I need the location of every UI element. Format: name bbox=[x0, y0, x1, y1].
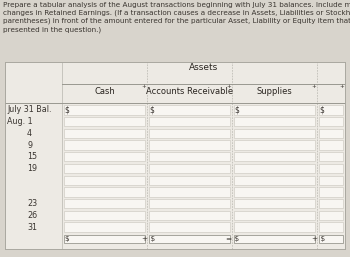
Bar bbox=[149, 211, 230, 220]
Bar bbox=[234, 128, 315, 138]
Bar bbox=[64, 235, 145, 243]
Bar bbox=[319, 117, 343, 126]
Bar bbox=[319, 128, 343, 138]
Text: Accounts Receivable: Accounts Receivable bbox=[146, 87, 233, 96]
Text: $: $ bbox=[149, 105, 154, 114]
Text: Prepare a tabular analysis of the August transactions beginning with July 31 bal: Prepare a tabular analysis of the August… bbox=[3, 2, 350, 33]
Bar bbox=[234, 105, 315, 115]
Text: Supplies: Supplies bbox=[257, 87, 292, 96]
Bar bbox=[64, 117, 145, 126]
Bar bbox=[234, 140, 315, 150]
Bar bbox=[149, 187, 230, 197]
Bar bbox=[319, 199, 343, 208]
Bar bbox=[149, 164, 230, 173]
Bar bbox=[319, 211, 343, 220]
Bar bbox=[64, 164, 145, 173]
Bar bbox=[64, 187, 145, 197]
Text: 19: 19 bbox=[27, 164, 37, 173]
Text: Aug. 1: Aug. 1 bbox=[7, 117, 33, 126]
Bar bbox=[149, 152, 230, 161]
Bar bbox=[319, 105, 343, 115]
Text: +: + bbox=[227, 85, 231, 89]
Bar bbox=[234, 199, 315, 208]
Text: +: + bbox=[340, 85, 344, 89]
Bar bbox=[64, 211, 145, 220]
Text: 26: 26 bbox=[27, 211, 37, 220]
Bar bbox=[64, 105, 145, 115]
Bar bbox=[64, 128, 145, 138]
Text: 31: 31 bbox=[27, 223, 37, 232]
Text: July 31 Bal.: July 31 Bal. bbox=[7, 105, 51, 114]
Text: + $: + $ bbox=[312, 236, 325, 242]
Bar bbox=[234, 117, 315, 126]
Bar bbox=[319, 176, 343, 185]
Text: 4: 4 bbox=[27, 129, 32, 138]
Bar bbox=[234, 176, 315, 185]
Text: 9: 9 bbox=[27, 141, 32, 150]
Bar bbox=[319, 235, 343, 243]
Bar bbox=[149, 199, 230, 208]
Bar bbox=[319, 152, 343, 161]
Bar bbox=[234, 235, 315, 243]
Bar bbox=[64, 223, 145, 232]
Text: + $: + $ bbox=[142, 236, 155, 242]
Text: Assets: Assets bbox=[189, 63, 218, 72]
Bar bbox=[319, 140, 343, 150]
Bar bbox=[5, 62, 345, 249]
Bar bbox=[234, 152, 315, 161]
Bar bbox=[149, 235, 230, 243]
Text: Cash: Cash bbox=[94, 87, 115, 96]
Text: $: $ bbox=[234, 105, 239, 114]
Bar bbox=[64, 199, 145, 208]
Bar bbox=[234, 211, 315, 220]
Bar bbox=[319, 164, 343, 173]
Bar bbox=[64, 176, 145, 185]
Text: $: $ bbox=[320, 105, 324, 114]
Bar bbox=[64, 152, 145, 161]
Text: 15: 15 bbox=[27, 152, 37, 161]
Text: 23: 23 bbox=[27, 199, 37, 208]
Text: $: $ bbox=[64, 236, 69, 242]
Bar bbox=[149, 117, 230, 126]
Bar bbox=[149, 140, 230, 150]
Bar bbox=[234, 164, 315, 173]
Text: = $: = $ bbox=[226, 236, 239, 242]
Bar bbox=[234, 223, 315, 232]
Bar bbox=[149, 223, 230, 232]
Text: $: $ bbox=[64, 105, 69, 114]
Bar bbox=[149, 176, 230, 185]
Bar bbox=[319, 223, 343, 232]
Text: +: + bbox=[312, 85, 316, 89]
Bar bbox=[64, 140, 145, 150]
Text: +: + bbox=[142, 85, 146, 89]
Bar bbox=[149, 105, 230, 115]
Bar bbox=[149, 128, 230, 138]
Bar bbox=[319, 187, 343, 197]
Bar bbox=[234, 187, 315, 197]
